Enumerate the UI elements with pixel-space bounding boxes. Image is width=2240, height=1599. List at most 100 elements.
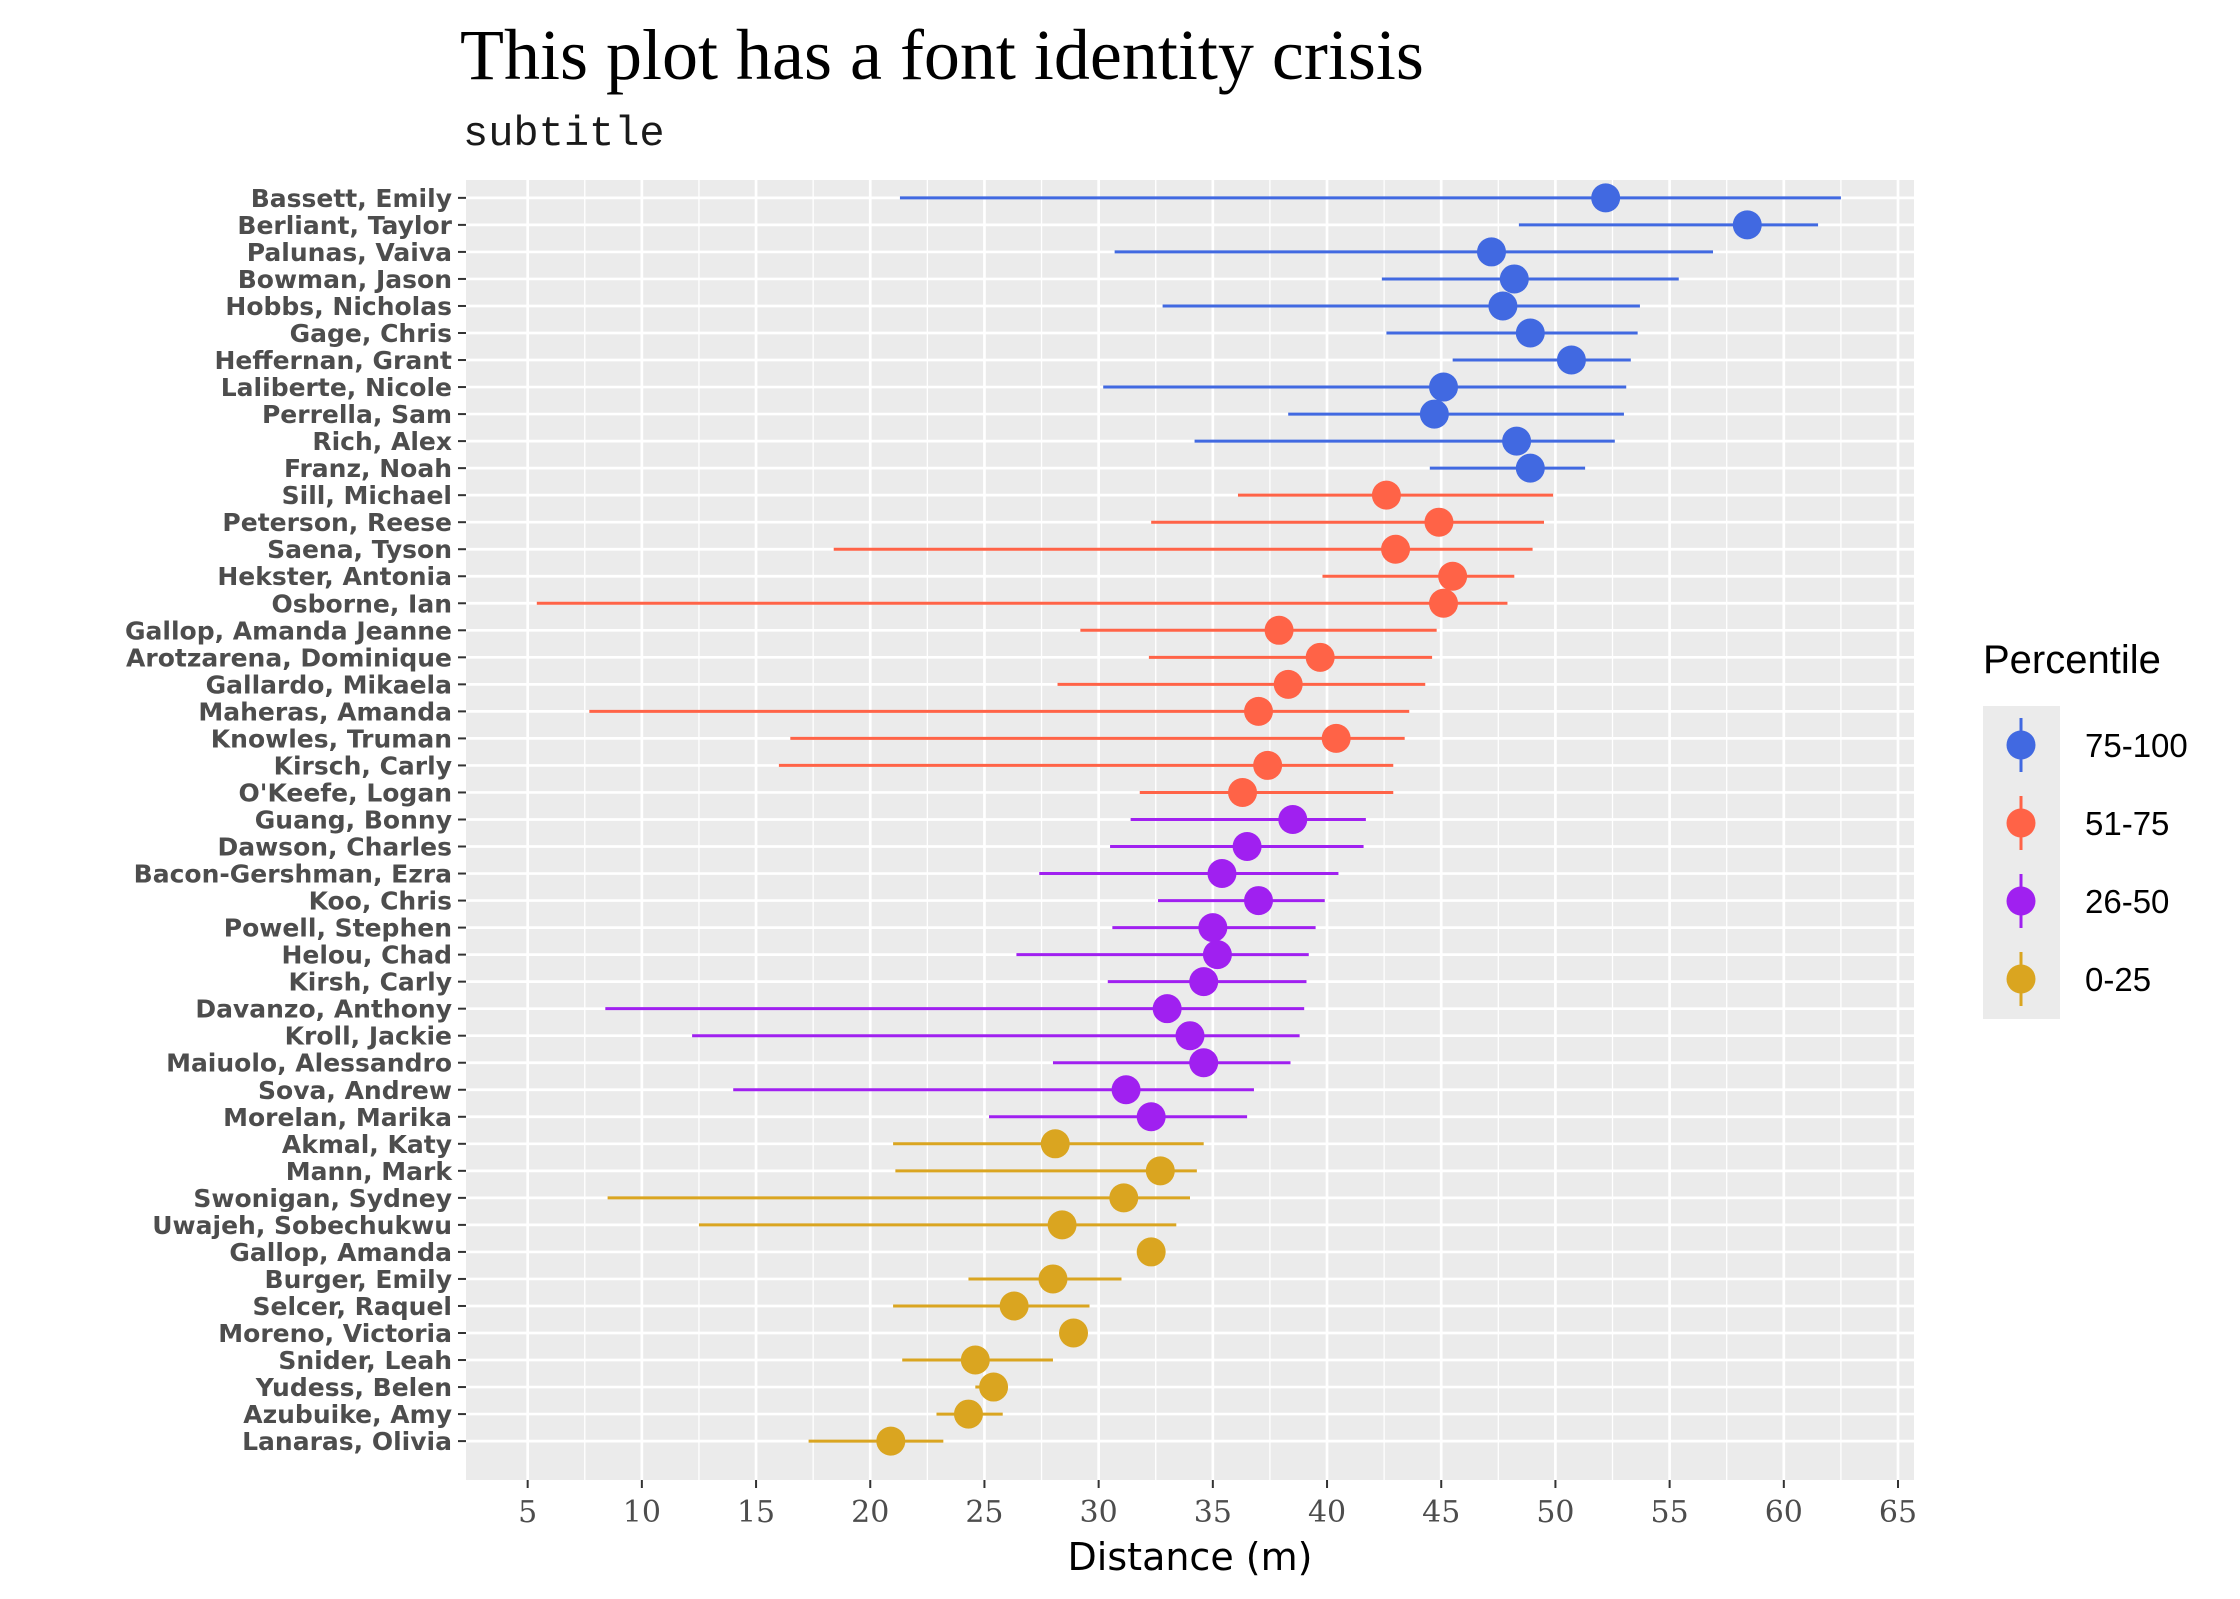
data-point bbox=[979, 1372, 1009, 1402]
x-tick-label: 55 bbox=[1651, 1495, 1689, 1530]
data-point bbox=[1273, 669, 1303, 699]
data-point bbox=[1438, 561, 1468, 591]
data-point bbox=[1111, 1075, 1141, 1105]
y-tick-label: Laliberte, Nicole bbox=[221, 373, 452, 402]
y-tick-label: Lanaras, Olivia bbox=[242, 1427, 452, 1456]
data-point bbox=[1189, 967, 1219, 997]
legend-title: Percentile bbox=[1983, 638, 2161, 682]
y-tick-label: Uwajeh, Sobechukwu bbox=[152, 1211, 452, 1240]
y-tick-label: Sill, Michael bbox=[282, 481, 452, 510]
data-point bbox=[1244, 696, 1274, 726]
y-tick-label: Akmal, Katy bbox=[282, 1130, 452, 1159]
legend-key-point bbox=[2006, 730, 2036, 760]
legend-key-point bbox=[2006, 964, 2036, 994]
y-tick-label: Selcer, Raquel bbox=[253, 1292, 453, 1321]
data-point bbox=[1136, 1102, 1166, 1132]
y-tick-label: Hobbs, Nicholas bbox=[225, 292, 452, 321]
data-point bbox=[1232, 832, 1262, 862]
data-point bbox=[1145, 1156, 1175, 1186]
y-tick-label: Bassett, Emily bbox=[251, 184, 452, 213]
y-tick-label: Burger, Emily bbox=[265, 1265, 452, 1294]
y-tick-label: Kroll, Jackie bbox=[285, 1022, 452, 1051]
data-point bbox=[1556, 345, 1586, 375]
x-tick-label: 50 bbox=[1536, 1495, 1574, 1530]
y-tick-label: Azubuike, Amy bbox=[243, 1400, 452, 1429]
y-tick-label: Helou, Chad bbox=[281, 941, 452, 970]
data-point bbox=[1264, 615, 1294, 645]
data-point bbox=[1253, 750, 1283, 780]
y-tick-label: Kirsch, Carly bbox=[274, 751, 452, 780]
y-tick-label: Bowman, Jason bbox=[238, 265, 452, 294]
x-tick-label: 15 bbox=[737, 1495, 775, 1530]
y-tick-label: Gallop, Amanda bbox=[229, 1238, 452, 1267]
chart-subtitle: subtitle bbox=[463, 110, 665, 158]
y-tick-label: Peterson, Reese bbox=[222, 508, 452, 537]
y-tick-label: Snider, Leah bbox=[278, 1346, 452, 1375]
y-tick-label: Palunas, Vaiva bbox=[247, 238, 452, 267]
data-point bbox=[1047, 1210, 1077, 1240]
data-point bbox=[1038, 1264, 1068, 1294]
y-tick-label: Yudess, Belen bbox=[255, 1373, 452, 1402]
data-point bbox=[1515, 318, 1545, 348]
y-tick-label: Powell, Stephen bbox=[224, 914, 452, 943]
data-point bbox=[1502, 426, 1532, 456]
y-tick-label: Swonigan, Sydney bbox=[193, 1184, 452, 1213]
data-point bbox=[1040, 1129, 1070, 1159]
x-tick-label: 45 bbox=[1422, 1495, 1460, 1530]
y-tick-label: Guang, Bonny bbox=[255, 805, 452, 834]
data-point bbox=[1424, 507, 1454, 537]
data-point bbox=[1499, 264, 1529, 294]
data-point bbox=[1429, 588, 1459, 618]
y-tick-label: Berliant, Taylor bbox=[237, 211, 452, 240]
x-tick-label: 20 bbox=[851, 1495, 889, 1530]
data-point bbox=[1371, 480, 1401, 510]
y-tick-label: Koo, Chris bbox=[309, 887, 452, 916]
data-point bbox=[960, 1345, 990, 1375]
data-point bbox=[1488, 291, 1518, 321]
chart-title: This plot has a font identity crisis bbox=[460, 15, 1424, 95]
data-point bbox=[876, 1426, 906, 1456]
y-tick-label: Arotzarena, Dominique bbox=[126, 643, 452, 672]
data-point bbox=[999, 1291, 1029, 1321]
data-marks bbox=[536, 183, 1841, 1456]
data-point bbox=[1202, 940, 1232, 970]
plot-panel bbox=[466, 180, 1914, 1480]
y-tick-label: Davanzo, Anthony bbox=[195, 995, 452, 1024]
y-tick-label: Perrella, Sam bbox=[262, 400, 452, 429]
y-tick-label: Gage, Chris bbox=[290, 319, 452, 348]
y-tick-label: Sova, Andrew bbox=[258, 1076, 452, 1105]
data-point bbox=[1515, 453, 1545, 483]
x-tick-label: 40 bbox=[1308, 1495, 1346, 1530]
data-point bbox=[1189, 1048, 1219, 1078]
data-point bbox=[1175, 1021, 1205, 1051]
data-point bbox=[1591, 183, 1621, 213]
legend-label: 51-75 bbox=[2085, 805, 2169, 842]
data-point bbox=[1207, 859, 1237, 889]
x-tick-label: 35 bbox=[1194, 1495, 1232, 1530]
data-point bbox=[1059, 1318, 1089, 1348]
grid-lines bbox=[466, 180, 1914, 1480]
y-tick-label: Kirsh, Carly bbox=[288, 968, 452, 997]
y-tick-label: Moreno, Victoria bbox=[218, 1319, 452, 1348]
y-tick-label: Morelan, Marika bbox=[223, 1103, 452, 1132]
data-point bbox=[1732, 210, 1762, 240]
data-point bbox=[1278, 804, 1308, 834]
y-tick-label: Maiuolo, Alessandro bbox=[166, 1049, 452, 1078]
legend-label: 0-25 bbox=[2085, 961, 2151, 998]
legend-label: 26-50 bbox=[2085, 883, 2169, 920]
data-point bbox=[1244, 886, 1274, 916]
data-point bbox=[1429, 372, 1459, 402]
y-tick-label: Dawson, Charles bbox=[217, 833, 452, 862]
y-tick-label: Heffernan, Grant bbox=[214, 346, 452, 375]
y-tick-label: Gallop, Amanda Jeanne bbox=[125, 616, 452, 645]
legend-key-point bbox=[2006, 886, 2036, 916]
x-tick-label: 25 bbox=[965, 1495, 1003, 1530]
y-tick-label: Bacon-Gershman, Ezra bbox=[134, 860, 452, 889]
y-tick-label: Maheras, Amanda bbox=[198, 697, 452, 726]
y-tick-label: Franz, Noah bbox=[284, 454, 452, 483]
data-point bbox=[1321, 723, 1351, 753]
y-tick-label: Knowles, Truman bbox=[211, 724, 452, 753]
y-tick-label: Gallardo, Mikaela bbox=[206, 670, 452, 699]
x-tick-label: 10 bbox=[623, 1495, 661, 1530]
